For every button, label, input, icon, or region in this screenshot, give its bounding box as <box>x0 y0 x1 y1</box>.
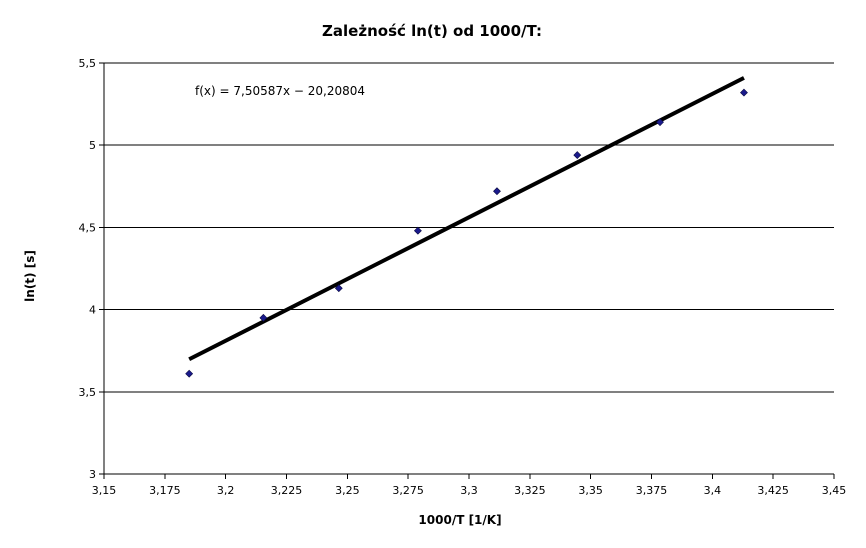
y-tick-label: 5,5 <box>79 57 97 70</box>
x-tick-label: 3,4 <box>704 484 722 497</box>
x-tick-label: 3,425 <box>757 484 789 497</box>
y-tick-label: 3 <box>89 468 96 481</box>
y-tick-label: 4,5 <box>79 221 97 234</box>
y-axis-label: ln(t) [s] <box>23 250 37 302</box>
x-tick-label: 3,225 <box>271 484 303 497</box>
data-point <box>259 313 268 322</box>
x-tick-label: 3,2 <box>217 484 235 497</box>
x-tick-label: 3,175 <box>149 484 181 497</box>
axes <box>103 63 834 475</box>
x-tick-label: 3,15 <box>92 484 117 497</box>
x-tick-label: 3,25 <box>335 484 360 497</box>
x-axis-label: 1000/T [1/K] <box>418 513 501 527</box>
x-ticks: 3,15 3,175 3,2 3,225 3,25 3,275 3,3 3,325 3,35 3,… <box>92 474 847 497</box>
y-ticks: 3 3,5 4 4,5 5 5,5 <box>79 57 104 481</box>
trendline-equation: f(x) = 7,50587x − 20,20804 <box>195 84 365 98</box>
grid <box>104 62 834 393</box>
x-tick-label: 3,275 <box>392 484 424 497</box>
x-tick-label: 3,325 <box>514 484 546 497</box>
data-point <box>656 118 664 127</box>
data-point <box>413 226 422 235</box>
trendline <box>188 76 745 362</box>
x-tick-label: 3,3 <box>460 484 478 497</box>
data-point <box>740 88 748 97</box>
x-tick-label: 3,375 <box>636 484 668 497</box>
y-tick-label: 3,5 <box>79 386 97 399</box>
x-tick-label: 3,45 <box>822 484 847 497</box>
y-tick-label: 4 <box>89 304 96 317</box>
data-points <box>185 88 748 378</box>
x-tick-label: 3,35 <box>578 484 603 497</box>
data-point <box>493 187 501 196</box>
data-point <box>185 369 194 378</box>
data-point <box>573 151 582 159</box>
chart-title: Zależność ln(t) od 1000/T: <box>322 22 542 40</box>
y-tick-label: 5 <box>89 139 96 152</box>
trendline-group <box>188 76 745 362</box>
data-point <box>334 284 343 293</box>
